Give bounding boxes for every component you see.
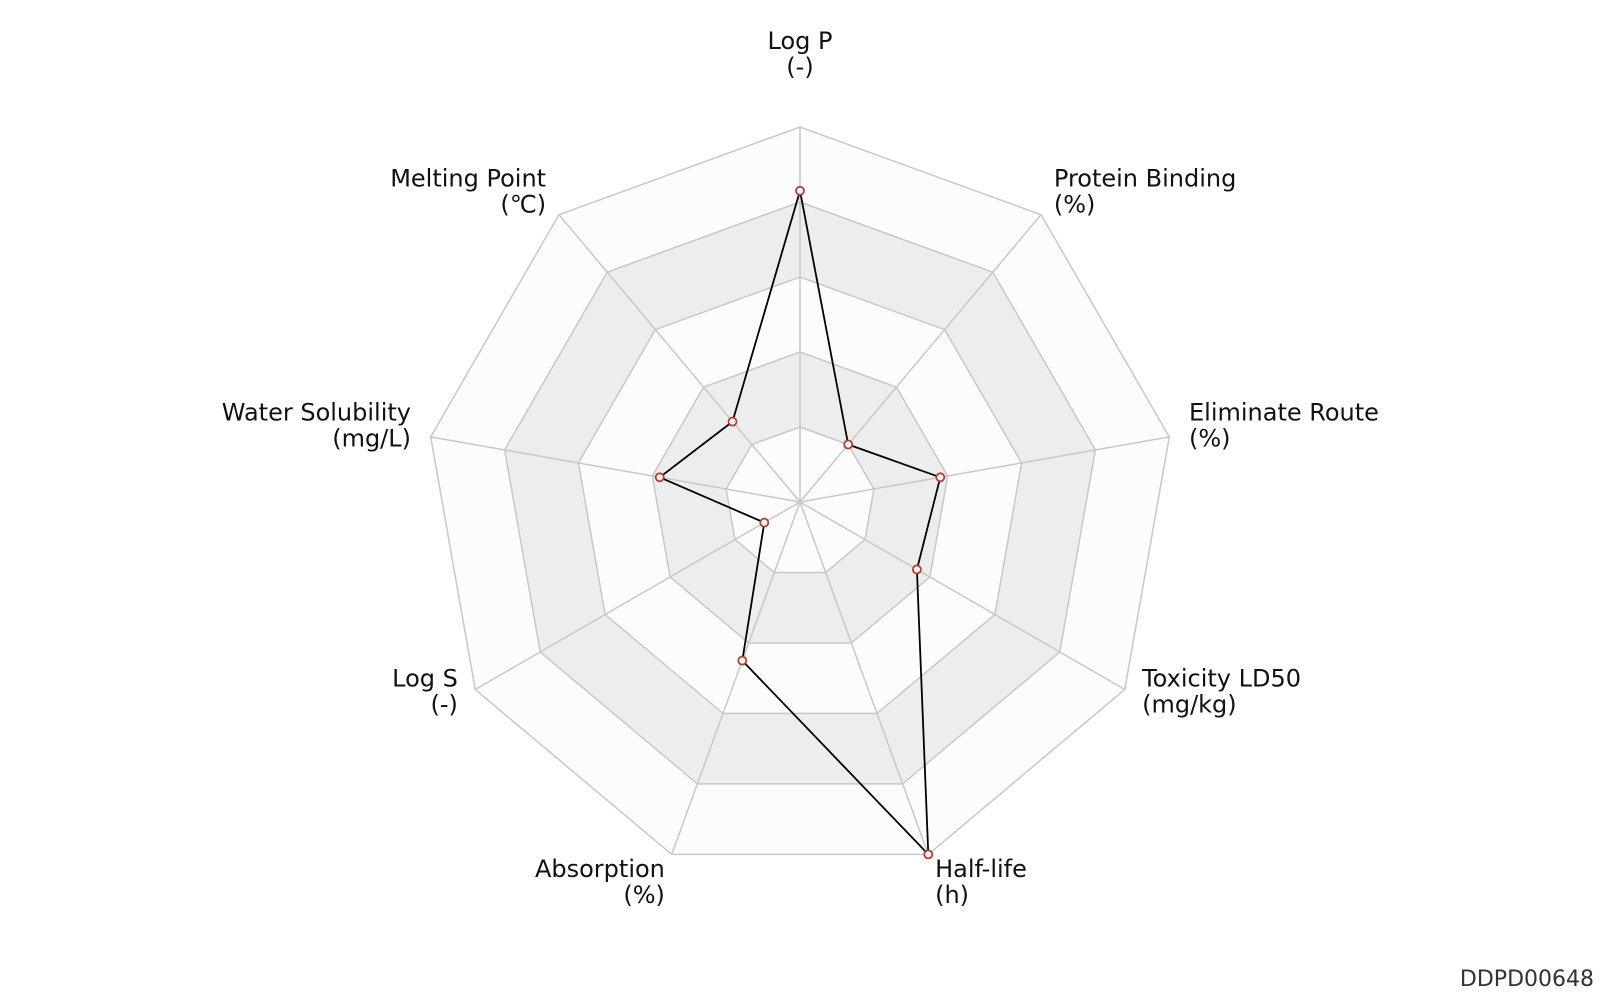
radar-spoke-2 (799, 214, 1042, 503)
axis-name: Toxicity LD50 (1141, 665, 1301, 693)
watermark-id: DDPD00648 (1459, 967, 1594, 992)
axis-label-5: Half-life(h) (935, 855, 1027, 909)
data-point-2 (843, 439, 854, 450)
axis-label-6: Absorption(%) (535, 855, 665, 909)
radar-axis-labels: Log P(-)Protein Binding(%)Eliminate Rout… (222, 27, 1379, 909)
axis-label-4: Toxicity LD50(mg/kg) (1141, 665, 1301, 719)
axis-unit: (%) (623, 881, 665, 909)
axis-unit: (℃) (500, 190, 546, 218)
data-point-8 (654, 472, 665, 483)
axis-label-7: Log S(-) (392, 665, 458, 719)
axis-unit: (mg/kg) (1142, 691, 1237, 719)
axis-label-1: Log P(-) (768, 27, 833, 81)
series-line (658, 189, 942, 856)
radar-spoke-6 (670, 501, 801, 855)
radar-spoke-9 (558, 214, 801, 503)
axis-name: Water Solubility (222, 398, 411, 426)
axis-unit: (-) (786, 53, 813, 81)
radar-spoke-8 (430, 436, 801, 503)
axis-label-8: Water Solubility(mg/L) (222, 398, 411, 452)
radar-spokes (430, 127, 1170, 855)
axis-label-9: Melting Point(℃) (390, 164, 546, 218)
axis-name: Protein Binding (1054, 164, 1236, 192)
data-point-6 (737, 655, 748, 666)
axis-label-3: Eliminate Route(%) (1189, 398, 1379, 452)
axis-name: Absorption (535, 855, 665, 883)
axis-label-2: Protein Binding(%) (1054, 164, 1236, 218)
axis-name: Log P (768, 27, 833, 55)
data-point-7 (759, 517, 770, 528)
axis-unit: (%) (1054, 190, 1096, 218)
radar-series (654, 185, 946, 860)
axis-name: Log S (392, 665, 458, 693)
axis-name: Eliminate Route (1189, 398, 1379, 426)
axis-unit: (h) (935, 881, 969, 909)
radar-spoke-3 (799, 436, 1170, 503)
radar-spoke-5 (799, 501, 930, 855)
data-point-9 (727, 416, 738, 427)
data-point-3 (935, 472, 946, 483)
axis-name: Melting Point (390, 164, 546, 192)
axis-name: Half-life (935, 855, 1027, 883)
radar-spoke-4 (799, 501, 1126, 691)
radar-spoke-7 (474, 501, 801, 691)
data-point-5 (923, 849, 934, 860)
axis-unit: (%) (1189, 424, 1231, 452)
axis-unit: (mg/L) (332, 424, 411, 452)
data-point-4 (912, 564, 922, 575)
axis-unit: (-) (431, 691, 458, 719)
data-point-1 (795, 185, 805, 196)
